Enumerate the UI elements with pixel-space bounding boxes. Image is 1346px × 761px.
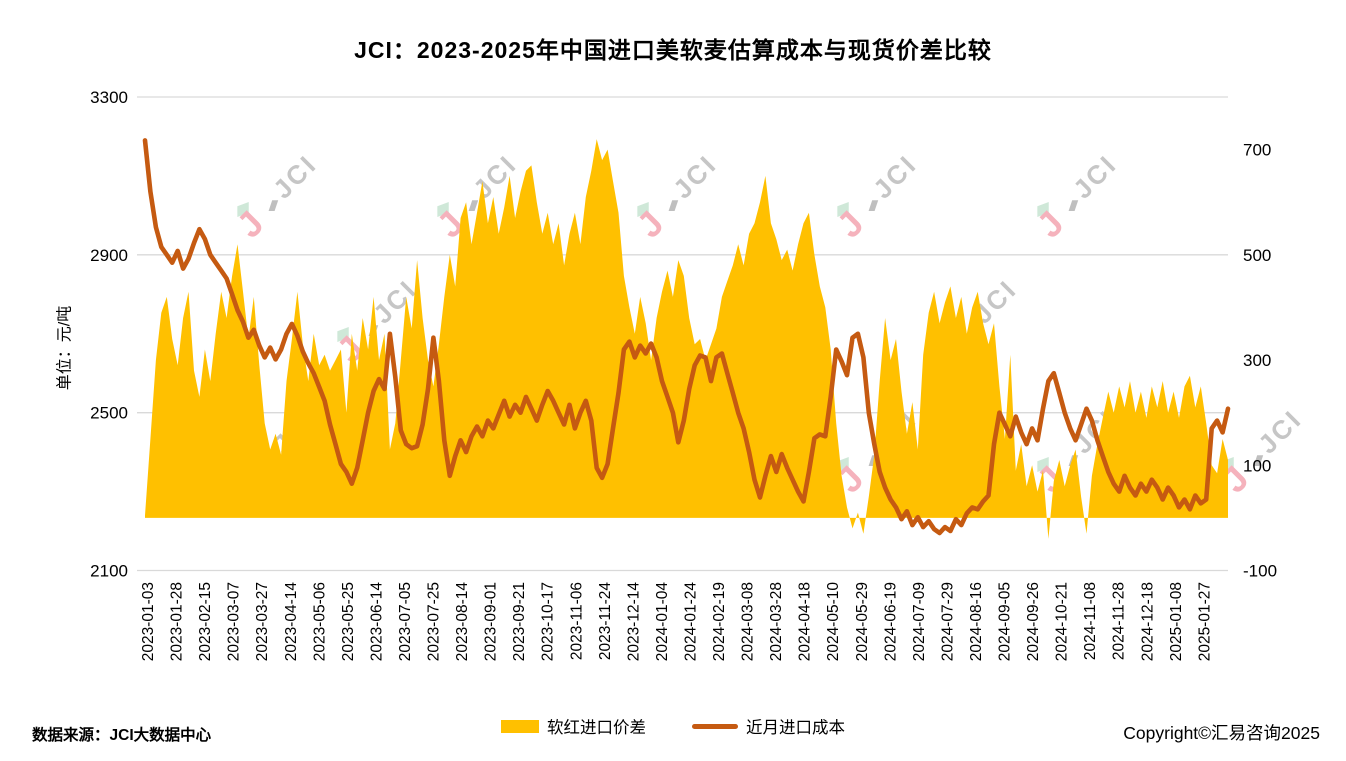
watermark-j-mark-icon: J [229, 203, 271, 245]
x-axis-tick-label: 2024-02-19 [711, 582, 728, 661]
watermark-text: JCI [867, 149, 923, 205]
watermark-text: JCI [1252, 404, 1308, 460]
line-series-near-month-import-cost [142, 138, 1231, 536]
watermark-leaf-icon [1037, 201, 1049, 218]
watermark-leaf-icon [437, 201, 449, 218]
x-axis-tick-label: 2024-04-18 [797, 582, 814, 661]
x-axis-tick-label: 2024-03-28 [768, 582, 785, 661]
y-axis-tick-label-right: 100 [1243, 456, 1271, 475]
watermark-dash-icon [468, 200, 479, 212]
watermark-text: JCI [667, 149, 723, 205]
legend-label-line: 近月进口成本 [746, 719, 845, 737]
watermark-dash-icon [268, 200, 279, 212]
legend-swatch-area [501, 719, 539, 733]
x-axis-tick-label: 2023-11-06 [568, 582, 585, 660]
x-axis-tick-label: 2024-03-08 [740, 582, 757, 661]
y-axis-tick-label-right: -100 [1243, 562, 1277, 581]
watermark-j-mark-icon: J [1029, 203, 1071, 245]
watermark-text: JCI [267, 149, 323, 205]
x-axis-tick-label: 2023-04-14 [283, 582, 300, 662]
data-source-note: 数据来源：JCI大数据中心 [32, 727, 212, 744]
x-axis-tick-label: 2024-09-26 [1025, 582, 1042, 661]
x-axis-tick-label: 2024-10-21 [1054, 582, 1071, 661]
x-axis-tick-label: 2024-08-16 [968, 582, 985, 661]
x-axis-tick-label: 2023-10-17 [540, 582, 557, 661]
x-axis-tick-label: 2025-01-27 [1196, 582, 1213, 661]
legend-item-area: 软红进口价差 [501, 714, 646, 738]
watermark-leaf-icon [237, 201, 249, 218]
x-axis-tick-label: 2024-11-08 [1082, 582, 1099, 660]
y-axis-tick-label-right: 500 [1243, 246, 1271, 265]
watermark-dash-icon [1068, 200, 1079, 212]
chart-title: JCI：2023-2025年中国进口美软麦估算成本与现货价差比较 [354, 37, 992, 63]
y-axis-tick-label-left: 2500 [90, 404, 128, 423]
x-axis-tick-label: 2024-05-29 [854, 582, 871, 661]
x-axis-tick-label: 2023-08-14 [454, 582, 471, 662]
y-axis-tick-label-right: 300 [1243, 351, 1271, 370]
x-axis-tick-label: 2024-07-09 [911, 582, 928, 661]
watermark-leaf-icon [337, 326, 349, 343]
x-axis-tick-label: 2023-06-14 [368, 582, 385, 662]
watermark-leaf-icon [1037, 456, 1049, 473]
x-axis-tick-label: 2023-05-25 [340, 582, 357, 661]
y-axis-tick-label-left: 3300 [90, 88, 128, 107]
watermark-dash-icon [1253, 455, 1264, 467]
watermark-j-mark-icon: J [629, 203, 671, 245]
x-axis-tick-label: 2024-01-24 [683, 582, 700, 662]
x-axis-tick-label: 2024-06-19 [882, 582, 899, 661]
x-axis-tick-label: 2023-09-21 [511, 582, 528, 661]
legend-item-line: 近月进口成本 [692, 714, 845, 738]
x-axis-tick-label: 2024-09-05 [997, 582, 1014, 661]
x-axis-tick-label: 2023-01-28 [169, 582, 186, 661]
x-axis-tick-label: 2025-01-08 [1168, 582, 1185, 661]
watermark-text: JCI [1067, 149, 1123, 205]
x-axis-tick-label: 2023-09-01 [483, 582, 500, 661]
x-axis-tick-label: 2023-01-03 [140, 582, 157, 661]
watermark-text: JCI [467, 149, 523, 205]
area-series-soft-red-import-spread [145, 139, 1228, 539]
watermark-leaf-icon [637, 201, 649, 218]
legend-label-area: 软红进口价差 [547, 719, 646, 737]
x-axis-tick-label: 2024-05-10 [825, 582, 842, 662]
watermark-dash-icon [868, 200, 879, 212]
x-axis-tick-label: 2023-03-27 [254, 582, 271, 661]
y-axis-tick-label-right: 700 [1243, 141, 1271, 160]
copyright-note: Copyright©汇易咨询2025 [1123, 723, 1320, 743]
y-axis-tick-label-left: 2100 [90, 562, 128, 581]
x-axis-tick-label: 2023-03-07 [226, 582, 243, 661]
x-axis-tick-label: 2024-07-29 [939, 582, 956, 661]
x-axis-tick-label: 2024-01-04 [654, 582, 671, 662]
x-axis-tick-label: 2023-07-25 [426, 582, 443, 661]
x-axis-tick-label: 2023-12-14 [625, 582, 642, 662]
legend-swatch-line [692, 723, 738, 729]
watermark-j-mark-icon: J [829, 203, 871, 245]
y-axis-tick-label-left: 2900 [90, 246, 128, 265]
legend: 软红进口价差 近月进口成本 [0, 714, 1346, 738]
x-axis-tick-label: 2024-12-18 [1139, 582, 1156, 661]
watermark-leaf-icon [837, 201, 849, 218]
watermark-dash-icon [668, 200, 679, 212]
x-axis-tick-label: 2023-11-24 [597, 582, 614, 661]
x-axis-tick-label: 2023-07-05 [397, 582, 414, 661]
x-axis-tick-label: 2023-05-06 [311, 582, 328, 661]
x-axis-tick-label: 2023-02-15 [197, 582, 214, 661]
x-axis-tick-label: 2024-11-28 [1111, 582, 1128, 660]
